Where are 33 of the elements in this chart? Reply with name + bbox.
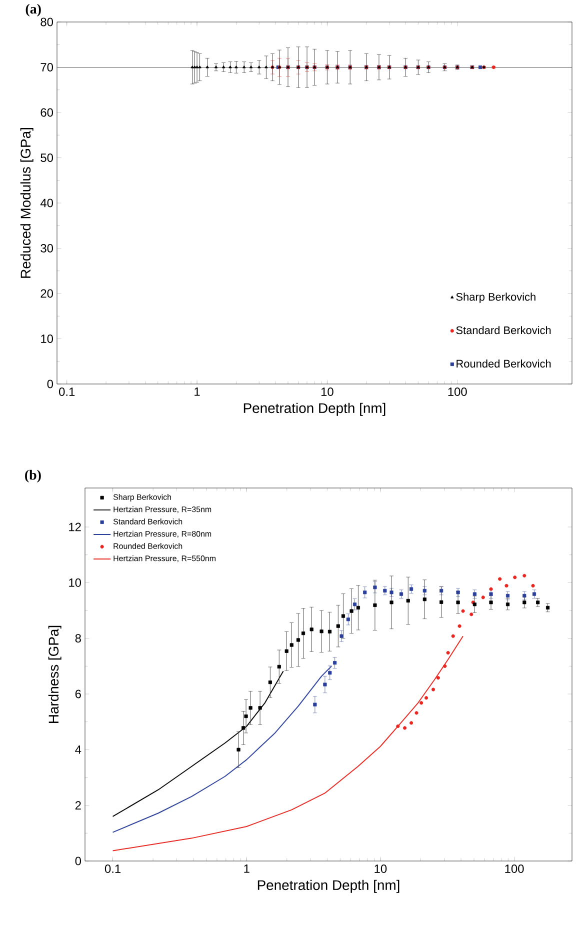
- legend-label: Rounded Berkovich: [456, 360, 551, 368]
- y-tick-label: 20: [40, 289, 54, 298]
- x-tick-label: 100: [505, 864, 524, 873]
- x-tick-label: 100: [448, 388, 467, 396]
- y-tick-label: 50: [40, 154, 54, 162]
- y-tick-label: 0: [75, 856, 82, 866]
- y-tick-label: 10: [41, 334, 54, 343]
- x-tick-label: 10: [374, 864, 387, 873]
- chart-title: (b): [25, 470, 41, 482]
- y-tick-label: 0: [47, 380, 54, 388]
- x-axis-title: Penetration Depth [nm]: [244, 402, 386, 416]
- x-tick-label: 10: [321, 388, 334, 396]
- legend-label: Sharp Berkovich: [456, 292, 536, 303]
- y-tick-label: 10: [69, 578, 82, 587]
- legend-label: Standard Berkovich: [456, 326, 551, 334]
- x-tick-label: 1: [194, 388, 200, 396]
- y-tick-label: 8: [75, 634, 81, 643]
- x-axis-title: Penetration Depth [nm]: [258, 880, 400, 893]
- x-tick-label: 0.1: [104, 864, 121, 873]
- y-axis-title: Reduced Modulus [GPa]: [20, 128, 34, 278]
- y-tick-label: 6: [75, 690, 81, 698]
- y-tick-label: 80: [40, 18, 54, 26]
- x-tick-label: 1: [244, 864, 250, 873]
- y-tick-label: 30: [40, 244, 54, 252]
- y-tick-label: 4: [75, 746, 82, 754]
- y-tick-label: 60: [40, 108, 54, 117]
- y-tick-label: 70: [40, 63, 54, 72]
- chart-title: (a): [26, 4, 41, 16]
- x-tick-label: 0.1: [59, 388, 75, 396]
- y-tick-label: 12: [69, 522, 81, 532]
- y-axis-title: Hardness [GPa]: [48, 626, 62, 723]
- y-tick-label: 2: [75, 801, 81, 810]
- y-tick-label: 40: [40, 198, 54, 208]
